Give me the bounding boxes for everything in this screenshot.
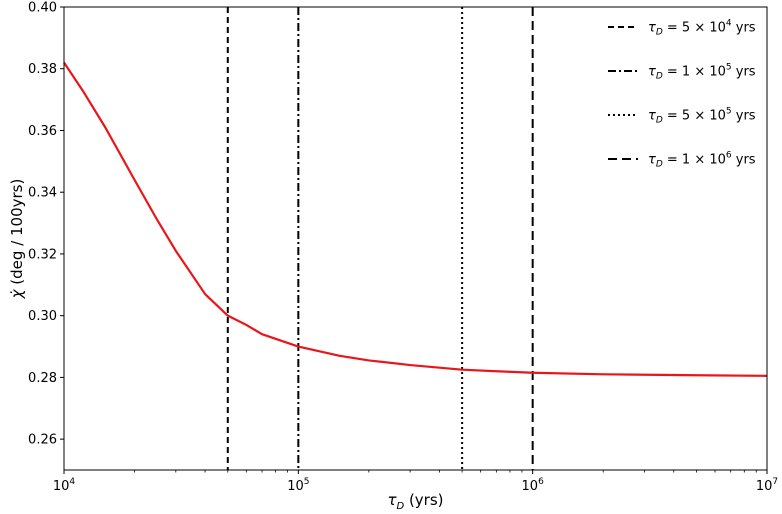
axes: 0.26 0.28 0.30 0.32 0.34 0.36 0.38 0.40 104 105 10… [8,1,778,513]
y-tick-label-7: 0.40 [28,1,57,16]
x-tick-label-1: 105 [287,477,309,494]
y-tick-label-4: 0.34 [28,186,57,201]
x-tick-label-2: 106 [522,477,545,494]
y-tick-label-3: 0.32 [28,247,57,262]
x-tick-label-3: 107 [756,477,778,494]
y-tick-label-0: 0.26 [28,433,57,448]
legend-label-2: τD = 5 × 105 yrs [648,107,756,126]
y-tick-label-6: 0.38 [28,62,57,77]
legend-label-0: τD = 5 × 104 yrs [648,19,756,38]
plot-area [63,7,768,470]
y-tick-label-5: 0.36 [28,124,57,139]
x-axis-label: τD (yrs) [387,491,443,512]
legend-label-1: τD = 1 × 105 yrs [648,63,756,82]
y-tick-label-2: 0.30 [28,309,57,324]
y-tick-label-1: 0.28 [28,371,57,386]
x-tick-label-0: 104 [53,477,76,494]
axes-frame [63,6,768,471]
y-axis-label: χ̇ (deg / 100yrs) [8,179,26,300]
legend-label-3: τD = 1 × 106 yrs [648,151,756,170]
legend: τD = 5 × 104 yrs τD = 1 × 105 yrs τD = 5 ×… [608,19,756,170]
series-line-0 [63,61,768,377]
